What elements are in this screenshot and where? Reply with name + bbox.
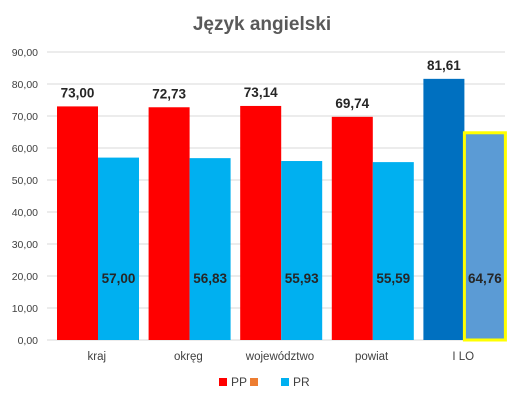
data-label-pp: 81,61 xyxy=(427,58,461,73)
chart-title: Język angielski xyxy=(193,14,331,35)
y-tick-label: 50,00 xyxy=(12,175,38,187)
legend-swatch xyxy=(250,378,258,386)
y-tick-label: 60,00 xyxy=(12,143,38,155)
legend-label: PR xyxy=(293,375,310,389)
data-label-pr: 55,59 xyxy=(376,271,410,286)
y-tick-label: 90,00 xyxy=(12,47,38,59)
y-tick-label: 0,00 xyxy=(18,335,39,347)
data-labels: 73,00 57,00 72,73 56,83 73,14 55,93 69,74 55,59… xyxy=(61,58,503,286)
x-tick-label: województwo xyxy=(245,351,314,363)
data-label-pr: 57,00 xyxy=(102,271,136,286)
bar-pr xyxy=(281,161,323,340)
bar-pp xyxy=(240,105,282,341)
bar-pr xyxy=(462,131,507,342)
x-tick-label: kraj xyxy=(88,351,107,363)
data-label-pr: 64,76 xyxy=(468,271,502,286)
data-label-pp: 73,00 xyxy=(61,85,95,100)
bar-pr xyxy=(189,158,231,340)
bar-pr xyxy=(372,162,414,340)
y-tick-label: 70,00 xyxy=(12,111,38,123)
y-axis-ticks: 0,00 10,00 20,00 30,00 40,00 50,00 60,00 70,00 8… xyxy=(12,47,38,347)
bar-pp xyxy=(423,78,465,341)
y-tick-label: 10,00 xyxy=(12,303,38,315)
x-tick-label: powiat xyxy=(355,351,389,363)
y-tick-label: 80,00 xyxy=(12,79,38,91)
bar-pp xyxy=(331,116,373,340)
data-label-pp: 69,74 xyxy=(335,96,369,111)
data-label-pr: 55,93 xyxy=(285,271,319,286)
data-label-pp: 72,73 xyxy=(152,86,186,101)
legend: PP PR xyxy=(219,375,310,389)
x-tick-label: okręg xyxy=(174,351,203,363)
bar-pp xyxy=(148,107,190,340)
legend-swatch xyxy=(281,378,289,386)
bar-pp xyxy=(57,106,98,341)
x-tick-label: I LO xyxy=(452,351,474,363)
x-axis-ticks: kraj okręg województwo powiat I LO xyxy=(88,351,475,363)
data-label-pr: 56,83 xyxy=(193,271,227,286)
y-tick-label: 20,00 xyxy=(12,271,38,283)
y-tick-label: 30,00 xyxy=(12,239,38,251)
data-label-pp: 73,14 xyxy=(244,85,278,100)
legend-label: PP xyxy=(231,375,247,389)
bar-pr xyxy=(98,157,139,340)
legend-swatch xyxy=(219,378,227,386)
y-tick-label: 40,00 xyxy=(12,207,38,219)
bars xyxy=(57,78,507,342)
